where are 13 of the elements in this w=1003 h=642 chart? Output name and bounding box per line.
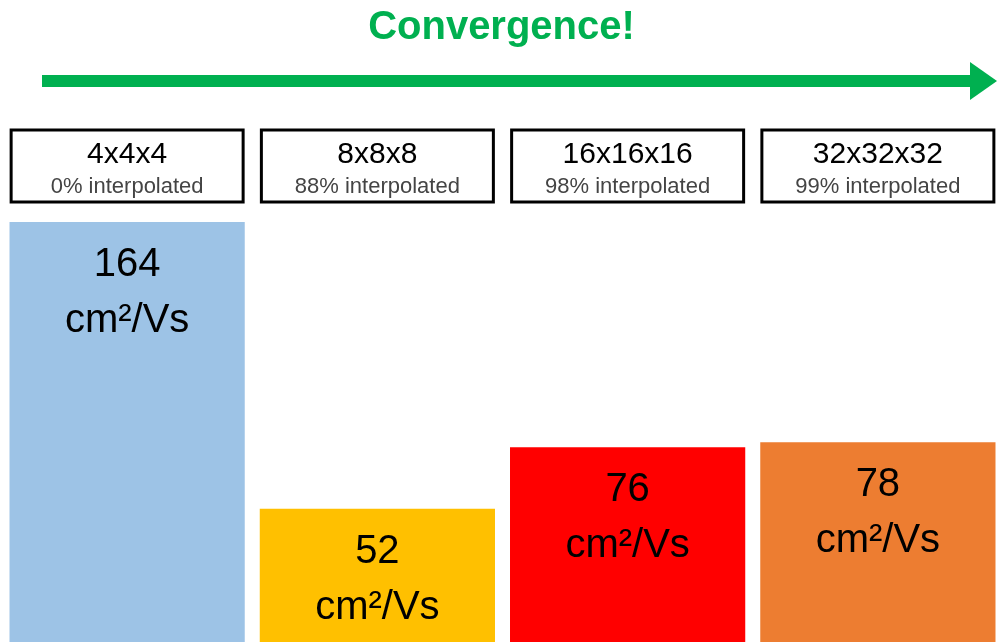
data-label: 52 cm²/Vs	[315, 526, 440, 627]
data-label: 164 cm²/Vs	[64, 240, 190, 340]
bar	[510, 447, 746, 642]
chart-title: Convergence!	[368, 3, 635, 47]
x-tick-label: 4x4x4 0% interpolated	[50, 135, 204, 198]
bar	[9, 222, 245, 642]
x-tick-label: 32x32x32 99% interpolated	[795, 135, 961, 198]
bar	[760, 442, 996, 642]
x-tick-label: 16x16x16 98% interpolated	[545, 135, 711, 198]
data-label: 76 cm²/Vs	[565, 465, 690, 566]
x-tick-label: 8x8x8 88% interpolated	[294, 135, 460, 198]
bar	[259, 508, 495, 642]
data-label: 78 cm²/Vs	[815, 460, 941, 561]
